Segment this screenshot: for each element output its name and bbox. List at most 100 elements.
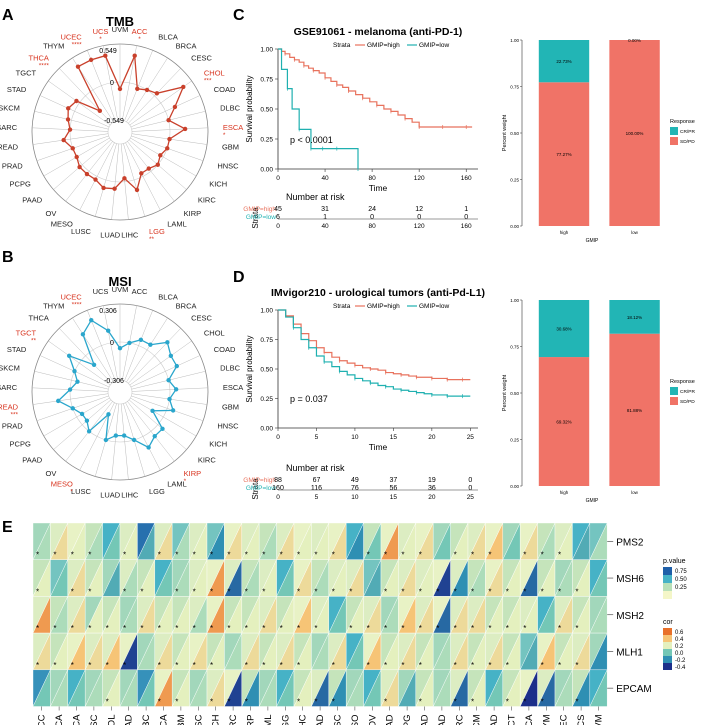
cell-star: * xyxy=(523,624,526,633)
cell-star: * xyxy=(314,587,317,596)
radar-point-CHOL xyxy=(168,353,174,358)
legend-cor-swatch xyxy=(663,649,672,656)
cell-star: * xyxy=(454,624,457,633)
cell-star: * xyxy=(158,698,161,707)
radar-label-UVM: UVM xyxy=(112,285,129,294)
response-bar-urological: 0.00 0.25 0.50 0.75 1.00 Percent weight 69.32%… xyxy=(502,298,695,504)
radar-spoke xyxy=(94,143,117,217)
cell-star: * xyxy=(158,551,161,560)
risk-row-name: GMIP=high xyxy=(243,206,276,213)
cell-star: * xyxy=(575,587,578,596)
col-label-PRAD: PRAD xyxy=(420,714,431,725)
cell-star: * xyxy=(262,661,265,670)
risk-value: 160 xyxy=(272,485,284,492)
radar-label-BLCA: BLCA xyxy=(158,292,178,301)
cell-star: * xyxy=(384,551,387,560)
radar-point-ACC xyxy=(132,53,137,58)
col-label-UCS: UCS xyxy=(576,715,587,725)
radar-label-PRAD: PRAD xyxy=(2,422,23,431)
radar-point-THYM xyxy=(75,64,81,69)
col-label-PCPG: PCPG xyxy=(402,715,413,725)
risk-row-name: GMIP=high xyxy=(243,477,276,484)
legend-cor-tick: 0.6 xyxy=(675,630,684,636)
risk-xtick-label: 0 xyxy=(276,494,280,501)
radar-spoke xyxy=(131,395,204,422)
radar-point-READ xyxy=(56,398,61,404)
radar-label-OV: OV xyxy=(45,469,56,478)
cell-star: * xyxy=(262,624,265,633)
km-xtick-label: 40 xyxy=(321,175,329,182)
col-label-KIRC: KIRC xyxy=(228,714,239,725)
risk-xtick-label: 0 xyxy=(276,223,280,230)
radar-label-MESO: MESO xyxy=(51,220,73,229)
risk-xtick-label: 5 xyxy=(315,494,319,501)
radar-label-STAD: STAD xyxy=(7,345,27,354)
bar-xtick-label: high xyxy=(560,230,569,235)
cell-star: * xyxy=(175,624,178,633)
legend-cor-tick: 0.0 xyxy=(675,651,684,657)
risk-value: 31 xyxy=(321,206,329,213)
bar-label-crpr-low: 18.12% xyxy=(627,315,642,320)
cell-star: * xyxy=(575,624,578,633)
radar-point-UVM xyxy=(117,346,123,351)
radar-series-line xyxy=(62,54,187,192)
bar-ytick-label: 0.00 xyxy=(510,484,519,489)
km-xtick-label: 0 xyxy=(276,175,280,182)
km-ytick-label: 0.50 xyxy=(260,107,273,114)
cell-star: * xyxy=(506,624,509,633)
bar-crpr-low xyxy=(609,300,660,334)
col-label-UVM: UVM xyxy=(594,714,605,725)
km-xtick-label: 20 xyxy=(428,434,436,441)
cell-star: * xyxy=(454,551,457,560)
cell-star: * xyxy=(175,587,178,596)
radar-point-MESO xyxy=(93,177,98,182)
radar-label-UCS: UCS xyxy=(93,287,109,296)
radar-label-PAAD: PAAD xyxy=(22,455,42,464)
cell-star: * xyxy=(71,551,74,560)
radar-point-KIRC xyxy=(155,162,160,167)
risk-value: 76 xyxy=(351,485,359,492)
cell-star: * xyxy=(53,551,56,560)
legend-pvalue-swatch xyxy=(663,575,672,583)
cell-star: * xyxy=(106,661,109,670)
legend-cor-tick: -0.2 xyxy=(675,658,686,664)
km-xlabel: Time xyxy=(369,183,388,193)
radar-point-LUSC xyxy=(103,437,109,443)
radar-label-LUAD: LUAD xyxy=(100,231,121,240)
radar-point-MESO xyxy=(106,412,111,417)
cell-star: * xyxy=(123,587,126,596)
radar-point-BLCA xyxy=(138,337,144,343)
radar-label-THCA: THCA xyxy=(28,53,48,62)
radar-label-TGCT: TGCT xyxy=(16,328,37,337)
cell-star: * xyxy=(419,551,422,560)
cell-star: * xyxy=(332,551,335,560)
radar-label-COAD: COAD xyxy=(214,85,236,94)
radar-label-CESC: CESC xyxy=(191,53,212,62)
radar-point-LGG xyxy=(134,187,140,193)
col-label-HNSC: HNSC xyxy=(193,714,204,725)
cell-star: * xyxy=(210,587,213,596)
cell-star: * xyxy=(106,698,109,707)
radar-sig-MESO: * xyxy=(70,489,73,496)
radar-point-LIHC xyxy=(121,433,127,438)
radar-label-LAML: LAML xyxy=(167,480,187,489)
radar-sig-ESCA: * xyxy=(223,132,226,139)
cell-star: * xyxy=(506,587,509,596)
bar-crpr-high xyxy=(538,40,590,83)
legend-pvalue-tick: 0.50 xyxy=(675,577,687,583)
cell-star: * xyxy=(36,587,39,596)
cell-star: * xyxy=(332,698,335,707)
cell-star: * xyxy=(471,587,474,596)
cell-star: * xyxy=(262,587,265,596)
risk-table-title: Number at risk xyxy=(286,192,345,202)
col-label-COAD: COAD xyxy=(124,714,135,725)
radar-point-KIRP xyxy=(152,433,157,439)
cell-star: * xyxy=(454,698,457,707)
radar-label-PCPG: PCPG xyxy=(10,180,31,189)
radar-spoke xyxy=(126,317,168,383)
radar-label-LUSC: LUSC xyxy=(71,487,92,496)
cell-star: * xyxy=(332,661,335,670)
radar-point-LAML xyxy=(146,445,151,450)
